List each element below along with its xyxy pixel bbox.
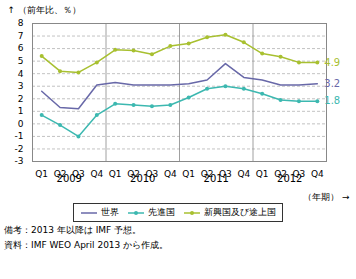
svg-text:0: 0 <box>18 119 24 129</box>
svg-text:-3: -3 <box>15 156 24 166</box>
html-text:資料：IMF WEO April 2013 から作成。: 資料：IMF WEO April 2013 から作成。 <box>4 240 169 250</box>
svg-text:2009: 2009 <box>57 173 82 184</box>
svg-text:Q4: Q4 <box>90 169 103 179</box>
svg-text:-1: -1 <box>15 131 24 141</box>
html-text:世界: 世界 <box>101 207 119 217</box>
html-text:新興国及び途上国: 新興国及び途上国 <box>204 207 276 217</box>
svg-text:Q1: Q1 <box>109 169 122 179</box>
svg-text:3.2: 3.2 <box>324 78 340 89</box>
html-text:先進国: 先進国 <box>148 207 175 217</box>
svg-text:6: 6 <box>18 43 24 53</box>
svg-text:7: 7 <box>18 31 24 41</box>
svg-text:-2: -2 <box>15 144 24 154</box>
svg-text:Q1: Q1 <box>182 169 195 179</box>
html-text:備考：2013 年以降は IMF 予想。: 備考：2013 年以降は IMF 予想。 <box>4 225 142 235</box>
svg-text:8: 8 <box>18 18 24 28</box>
svg-text:Q4: Q4 <box>164 169 177 179</box>
svg-text:1.8: 1.8 <box>324 95 340 106</box>
svg-text:2: 2 <box>18 94 24 104</box>
svg-text:2010: 2010 <box>130 173 155 184</box>
svg-text:4: 4 <box>18 69 24 79</box>
svg-text:1: 1 <box>18 106 24 116</box>
svg-text:2012: 2012 <box>277 173 302 184</box>
svg-text:Q4: Q4 <box>237 169 250 179</box>
svg-text:4.9: 4.9 <box>324 57 340 68</box>
svg-text:5: 5 <box>18 56 24 66</box>
svg-text:3: 3 <box>18 81 24 91</box>
svg-text:Q4: Q4 <box>311 169 324 179</box>
svg-text:（年期） →: （年期） → <box>303 192 350 202</box>
svg-text:2011: 2011 <box>204 173 229 184</box>
svg-text:Q1: Q1 <box>35 169 48 179</box>
svg-text:↑ （前年比、％）: ↑ （前年比、％） <box>8 5 81 15</box>
svg-text:Q1: Q1 <box>256 169 269 179</box>
